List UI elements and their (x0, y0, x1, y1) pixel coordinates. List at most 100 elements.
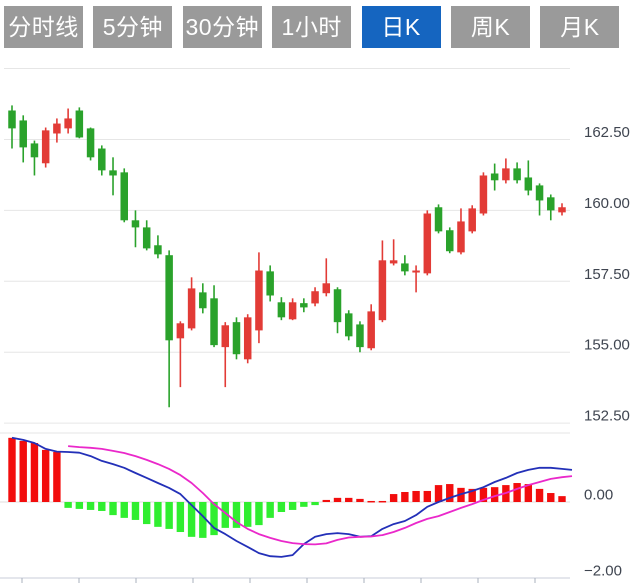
candle-body (19, 120, 27, 148)
macd-bar (30, 443, 39, 502)
macd-bar (322, 499, 330, 502)
candle-body (333, 289, 342, 323)
interval-tabbar: 分时线 5分钟 30分钟 1小时 日K 周K 月K (0, 0, 633, 54)
candle-body (322, 283, 331, 294)
candle-body (243, 317, 252, 360)
candle-body (502, 168, 510, 181)
candle-body (232, 322, 241, 355)
candle-body (142, 227, 151, 249)
price-axis-label: 155.00 (584, 337, 630, 354)
candle-body (367, 311, 375, 349)
candle-body (311, 291, 319, 304)
candle-body (446, 230, 454, 252)
macd-dea-line (68, 445, 573, 546)
candle-body (266, 271, 274, 296)
macd-bar (64, 502, 72, 508)
macd-axis-label: −2.00 (584, 563, 622, 580)
candle-body (187, 288, 196, 329)
macd-bar (423, 490, 432, 502)
macd-bar (232, 502, 241, 528)
price-axis-label: 152.50 (584, 408, 630, 425)
macd-bar (535, 488, 544, 502)
macd-bar (244, 502, 252, 527)
candle-body (154, 245, 162, 255)
macd-bar (356, 498, 364, 502)
candle-body (468, 208, 476, 232)
macd-bar (19, 440, 27, 502)
candle-body (131, 220, 140, 228)
macd-axis-label: 0.00 (584, 487, 613, 504)
macd-bar (165, 502, 173, 529)
candle-body (255, 270, 263, 331)
macd-bar (288, 502, 297, 510)
macd-bar (120, 502, 128, 518)
candle-body (457, 221, 465, 253)
macd-bar (434, 485, 443, 502)
macd-bar (277, 502, 286, 513)
candle-body (176, 323, 185, 339)
macd-bar (401, 491, 409, 502)
macd-bar (333, 497, 342, 502)
macd-bar (547, 493, 555, 502)
candle-body (490, 173, 499, 181)
candle-body (53, 123, 61, 134)
macd-dif-line (11, 436, 573, 558)
candle-body (535, 185, 544, 201)
macd-bar (255, 502, 263, 526)
candle-body (434, 207, 443, 232)
candle-body (547, 197, 555, 211)
macd-bar (131, 502, 140, 520)
candle-body (165, 255, 173, 341)
tab-weekly-k[interactable]: 周K (451, 6, 530, 48)
macd-bar (412, 490, 420, 502)
candle-body (64, 118, 72, 129)
candle-body (277, 302, 286, 318)
macd-bar (558, 496, 566, 502)
candle-body (479, 175, 488, 214)
tab-timeline[interactable]: 分时线 (4, 6, 83, 48)
macd-bar (345, 497, 353, 502)
macd-bar (98, 502, 106, 511)
candle-body (378, 260, 387, 321)
macd-bar (221, 502, 229, 528)
macd-bar (199, 502, 207, 538)
candle-body (389, 260, 398, 264)
tab-monthly-k[interactable]: 月K (540, 6, 620, 48)
candle-body (558, 207, 566, 213)
macd-bar (389, 494, 398, 502)
candle-body (86, 128, 95, 158)
candle-body (75, 110, 84, 138)
price-axis-label: 160.00 (584, 195, 630, 212)
price-axis-label: 157.50 (584, 266, 630, 283)
macd-bar (8, 437, 16, 502)
candle-body (210, 298, 218, 346)
candle-body (288, 302, 297, 320)
macd-bar (41, 449, 50, 502)
candle-body (412, 270, 420, 273)
macd-bar (367, 500, 375, 503)
macd-bar (154, 502, 162, 527)
tab-daily-k[interactable]: 日K (361, 6, 441, 48)
candle-body (344, 313, 353, 337)
macd-bar (524, 484, 533, 502)
tab-5min[interactable]: 5分钟 (93, 6, 173, 48)
price-axis-label: 162.50 (584, 124, 630, 141)
tab-30min[interactable]: 30分钟 (182, 6, 262, 48)
macd-bar (187, 502, 196, 537)
macd-bar (446, 484, 454, 502)
candle-body (109, 170, 117, 176)
macd-bar (109, 502, 117, 516)
candlestick-chart-canvas[interactable]: 162.50 160.00 157.50 155.00 152.50 0.00 −2.00 (0, 54, 633, 585)
macd-bar (311, 502, 319, 506)
macd-bar (86, 502, 95, 510)
macd-bar (378, 500, 387, 503)
candle-body (8, 110, 16, 129)
macd-bar (210, 502, 218, 536)
tab-1hour[interactable]: 1小时 (272, 6, 352, 48)
macd-bar (266, 502, 274, 518)
macd-bar (176, 502, 185, 533)
macd-bar (490, 487, 499, 502)
macd-bar (300, 502, 308, 507)
candle-body (98, 148, 106, 171)
candle-body (30, 143, 39, 158)
